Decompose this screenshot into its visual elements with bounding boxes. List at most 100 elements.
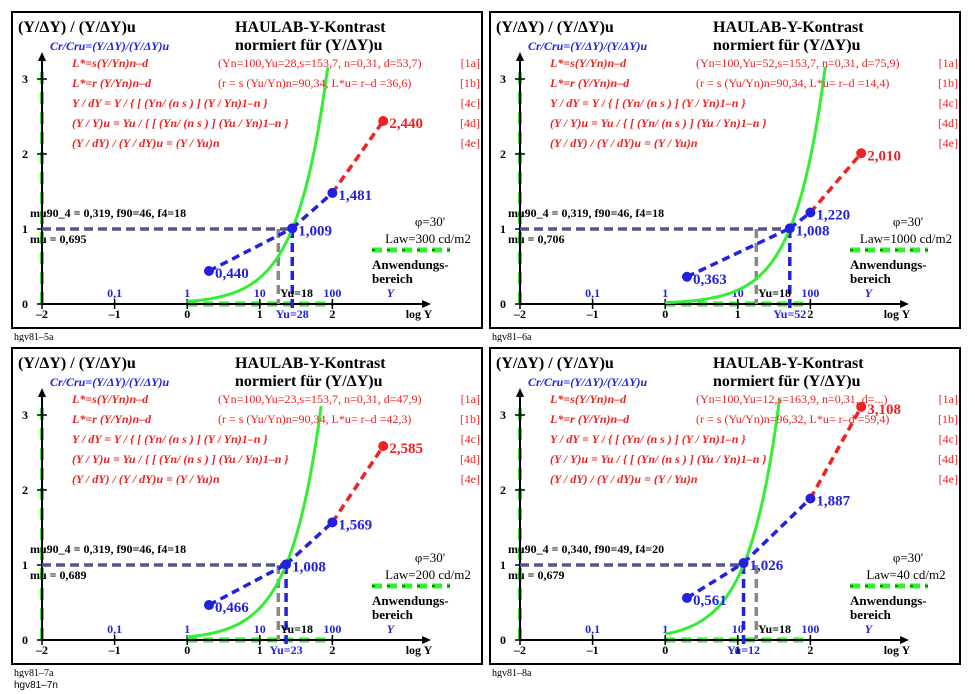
top-tick-label: 1 (184, 286, 190, 300)
top-tick-label: Y (387, 622, 396, 636)
data-point (856, 401, 867, 412)
range-label-1: Anwendungs- (850, 593, 927, 608)
formula-tag: [1a] (461, 56, 480, 70)
formula-tag: [1a] (461, 392, 480, 406)
data-point (378, 441, 389, 452)
x-axis-arrow-icon (422, 636, 431, 644)
y-tick-label: 2 (500, 483, 506, 497)
x-tick-label: 0 (184, 307, 190, 321)
formula-tag: [4d] (460, 116, 480, 130)
formula-params: (r = s (Yu/Yn)n=96,32, L*u= r–d =59,4) (696, 412, 889, 426)
x-tick-label: 1 (257, 307, 263, 321)
formula-tag: [4d] (460, 452, 480, 466)
data-segment (742, 497, 812, 565)
data-segment (686, 226, 791, 279)
x-tick-label: –2 (35, 643, 48, 657)
x-tick-label: –1 (586, 307, 599, 321)
formula-tag: [4e] (939, 136, 958, 150)
top-tick-label: 1 (662, 286, 668, 300)
y-tick-label: 1 (22, 558, 28, 572)
formula-tag: [4c] (939, 432, 958, 446)
formula-tag: [1b] (460, 76, 480, 90)
x-tick-label: 1 (257, 643, 263, 657)
formula-tag: [4c] (939, 96, 958, 110)
range-label-1: Anwendungs- (372, 257, 449, 272)
top-tick-label: Y (387, 286, 396, 300)
y-tick-label: 0 (22, 633, 28, 647)
top-tick-label: 0,1 (107, 286, 122, 300)
data-segment (686, 561, 745, 600)
formula-label: (Y / dY) / (Y / dY)u = (Y / Yu)n (72, 472, 220, 486)
panel-code: hgv81–6a (492, 332, 532, 342)
formula-tag: [4e] (461, 136, 480, 150)
data-point (856, 148, 867, 159)
data-point (681, 271, 692, 282)
y-tick-label: 0 (500, 297, 506, 311)
title-left: (Y/ΔY) / (Y/ΔY)u (18, 19, 136, 36)
x-tick-label: –1 (108, 643, 121, 657)
title-right-1: HAULAB-Y-Kontrast (235, 355, 386, 372)
luminance-label: Law=1000 cd/m2 (860, 231, 952, 246)
formula-label: (Y / dY) / (Y / dY)u = (Y / Yu)n (72, 136, 220, 150)
formula-tag: [4e] (461, 472, 480, 486)
formula-params: (Yn=100,Yu=12,s=163,9, n=0,31, d=...) (696, 392, 888, 406)
yu-label: Yu=52 (773, 307, 806, 321)
y-tick-label: 2 (22, 147, 28, 161)
subtitle: Cr/Cru=(Y/ΔY)/(Y/ΔY)u (528, 39, 648, 53)
data-point (738, 558, 749, 569)
formula-tag: [4c] (461, 432, 480, 446)
title-right-1: HAULAB-Y-Kontrast (235, 19, 386, 36)
title-right-2: normiert für (Y/ΔY)u (713, 37, 861, 54)
y18-label: Yu=18 (758, 286, 791, 300)
x-axis-label: log Y (884, 307, 911, 321)
data-point-label: 2,010 (867, 148, 901, 164)
phi-label: φ=30' (893, 214, 923, 229)
y-axis-arrow-icon (38, 52, 46, 61)
data-point-label: 1,026 (750, 558, 784, 574)
phi-label: φ=30' (893, 550, 923, 565)
y-tick-label: 0 (500, 633, 506, 647)
y-tick-label: 3 (22, 408, 28, 422)
panel-frame (11, 11, 483, 329)
formula-label: L*=r (Y/Yn)n–d (71, 412, 152, 426)
formula-tag: [1b] (938, 76, 958, 90)
range-label-2: bereich (850, 271, 892, 286)
data-point-label: 2,440 (389, 116, 423, 132)
panel-code: hgv81–5a (14, 332, 54, 342)
top-tick-label: 100 (801, 622, 819, 636)
formula-tag: [1b] (938, 412, 958, 426)
top-tick-label: 100 (323, 622, 341, 636)
x-tick-label: 1 (735, 643, 741, 657)
subtitle: Cr/Cru=(Y/ΔY)/(Y/ΔY)u (50, 39, 170, 53)
x-tick-label: –1 (586, 643, 599, 657)
formula-tag: [1a] (939, 56, 958, 70)
formula-label: (Y / Y)u = Yu / { [ (Yn/ (n s ) ] (Yu / … (72, 116, 289, 130)
data-point-label: 2,585 (389, 441, 423, 457)
phi-label: φ=30' (415, 550, 445, 565)
data-point (287, 223, 298, 234)
info-line-1: mu90_4 = 0,319, f90=46, f4=18 (508, 206, 664, 220)
data-point-label: 1,481 (338, 188, 372, 204)
y-tick-label: 1 (22, 222, 28, 236)
range-label-1: Anwendungs- (372, 593, 449, 608)
info-line-1: mu90_4 = 0,319, f90=46, f4=18 (30, 542, 186, 556)
x-tick-label: 0 (662, 643, 668, 657)
info-line-2: mu = 0,695 (30, 232, 87, 246)
title-left: (Y/ΔY) / (Y/ΔY)u (18, 355, 136, 372)
formula-label: L*=s(Y/Yn)n–d (549, 392, 627, 406)
info-line-1: mu90_4 = 0,319, f90=46, f4=18 (30, 206, 186, 220)
range-label-2: bereich (372, 607, 414, 622)
data-point (378, 116, 389, 126)
luminance-label: Law=300 cd/m2 (385, 231, 471, 246)
luminance-label: Law=40 cd/m2 (866, 567, 945, 582)
x-tick-label: –2 (513, 643, 526, 657)
top-tick-label: 0,1 (585, 286, 600, 300)
subtitle: Cr/Cru=(Y/ΔY)/(Y/ΔY)u (528, 375, 648, 389)
x-tick-label: 2 (807, 643, 813, 657)
yu-label: Yu=28 (276, 307, 309, 321)
formula-label: L*=r (Y/Yn)n–d (549, 412, 630, 426)
title-right-1: HAULAB-Y-Kontrast (713, 19, 864, 36)
top-tick-label: 100 (801, 286, 819, 300)
